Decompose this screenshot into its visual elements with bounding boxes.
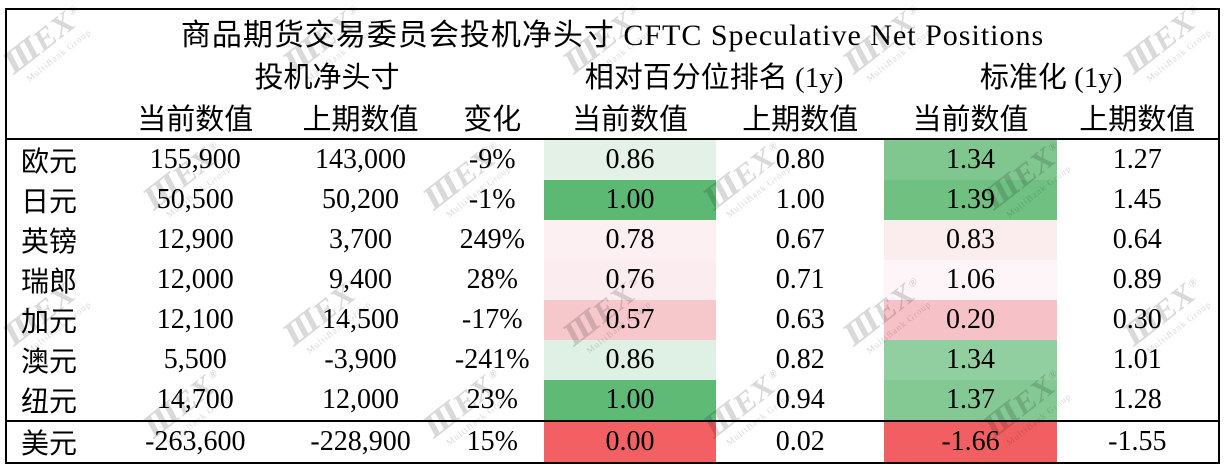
- pctl-current-cell: 0.76: [543, 260, 717, 300]
- table-row: 日元 50,500 50,200 -1% 1.00 1.00 1.39 1.45: [6, 180, 1219, 220]
- currency-label: 纽元: [21, 387, 78, 418]
- pctl-current-cell: 1.00: [543, 380, 717, 421]
- pctl-previous-cell: 0.82: [775, 344, 825, 375]
- std-previous-cell: 1.45: [1112, 184, 1162, 215]
- colhead-std-current: 当前数值: [884, 96, 1057, 140]
- table-row: 澳元 5,500 -3,900 -241% 0.86 0.82 1.34 1.0…: [6, 340, 1219, 380]
- spec-previous-cell: 14,500: [322, 304, 400, 335]
- change-cell: -241%: [454, 344, 530, 375]
- currency-label: 澳元: [21, 347, 78, 378]
- currency-label: 美元: [6, 420, 111, 463]
- pctl-current-cell: 0.86: [543, 139, 717, 180]
- colhead-pctl-previous: 上期数值: [716, 96, 885, 140]
- spec-current-cell: 12,000: [156, 264, 234, 295]
- cftc-positions-table: 商品期货交易委员会投机净头寸 CFTC Speculative Net Posi…: [5, 8, 1220, 464]
- change-cell: 23%: [466, 384, 518, 415]
- std-previous-cell: 1.27: [1112, 144, 1162, 175]
- std-previous-cell: -1.55: [1056, 420, 1219, 463]
- std-previous-cell: 1.28: [1112, 384, 1162, 415]
- std-current-cell: 1.39: [884, 180, 1057, 220]
- currency-label: 英镑: [21, 227, 78, 258]
- change-cell: -17%: [461, 304, 523, 335]
- table-row: 欧元 155,900 143,000 -9% 0.86 0.80 1.34 1.…: [6, 139, 1219, 180]
- change-cell: -9%: [468, 144, 516, 175]
- spec-current-cell: -263,600: [110, 420, 281, 463]
- change-cell: 249%: [459, 224, 525, 255]
- std-previous-cell: 0.64: [1112, 224, 1162, 255]
- pctl-previous-cell: 0.94: [775, 384, 825, 415]
- spec-previous-cell: 3,700: [329, 224, 393, 255]
- std-current-cell: 1.06: [884, 260, 1057, 300]
- group-header-spacer: [6, 54, 110, 96]
- table-row: 加元 12,100 14,500 -17% 0.57 0.63 0.20 0.3…: [6, 300, 1219, 340]
- spec-current-cell: 5,500: [163, 344, 227, 375]
- spec-previous-cell: -228,900: [280, 420, 441, 463]
- currency-label: 日元: [21, 187, 78, 218]
- spec-previous-cell: -3,900: [324, 344, 397, 375]
- table-row: 纽元 14,700 12,000 23% 1.00 0.94 1.37 1.28: [6, 380, 1219, 421]
- change-cell: 15%: [440, 420, 544, 463]
- pctl-previous-cell: 0.71: [775, 264, 825, 295]
- table-row: 美元 -263,600 -228,900 15% 0.00 0.02 -1.66…: [6, 420, 1219, 463]
- std-current-cell: 1.37: [884, 380, 1057, 421]
- pctl-previous-cell: 0.80: [775, 144, 825, 175]
- currency-label: 瑞郎: [21, 267, 78, 298]
- std-current-cell: 0.20: [884, 300, 1057, 340]
- table-row: 英镑 12,900 3,700 249% 0.78 0.67 0.83 0.64: [6, 220, 1219, 260]
- colhead-change: 变化: [440, 96, 544, 140]
- colhead-std-previous: 上期数值: [1056, 96, 1219, 140]
- std-previous-cell: 1.01: [1112, 344, 1162, 375]
- spec-previous-cell: 12,000: [322, 384, 400, 415]
- spec-current-cell: 12,900: [156, 224, 234, 255]
- group-header-standardized: 标准化 (1y): [979, 62, 1123, 94]
- pctl-previous-cell: 0.63: [775, 304, 825, 335]
- table-row: 瑞郎 12,000 9,400 28% 0.76 0.71 1.06 0.89: [6, 260, 1219, 300]
- std-current-cell: 0.83: [884, 220, 1057, 260]
- pctl-previous-cell: 0.67: [775, 224, 825, 255]
- spec-previous-cell: 9,400: [329, 264, 393, 295]
- pctl-current-cell: 0.00: [543, 420, 717, 463]
- colhead-pctl-current: 当前数值: [543, 96, 717, 140]
- colhead-spacer: [6, 96, 111, 140]
- spec-current-cell: 12,100: [156, 304, 234, 335]
- change-cell: 28%: [466, 264, 518, 295]
- pctl-current-cell: 0.57: [543, 300, 717, 340]
- group-header-speculative: 投机净头寸: [254, 62, 400, 94]
- pctl-current-cell: 0.78: [543, 220, 717, 260]
- pctl-current-cell: 0.86: [543, 340, 717, 380]
- spec-previous-cell: 143,000: [315, 144, 407, 175]
- pctl-previous-cell: 0.02: [716, 420, 885, 463]
- std-current-cell: -1.66: [884, 420, 1057, 463]
- std-previous-cell: 0.89: [1112, 264, 1162, 295]
- pctl-current-cell: 1.00: [543, 180, 717, 220]
- std-previous-cell: 0.30: [1112, 304, 1162, 335]
- spec-current-cell: 14,700: [156, 384, 234, 415]
- std-current-cell: 1.34: [884, 340, 1057, 380]
- colhead-spec-current: 当前数值: [110, 96, 281, 140]
- change-cell: -1%: [468, 184, 516, 215]
- group-header-percentile: 相对百分位排名 (1y): [584, 62, 844, 94]
- currency-label: 欧元: [21, 147, 78, 178]
- spec-previous-cell: 50,200: [322, 184, 400, 215]
- table-title: 商品期货交易委员会投机净头寸 CFTC Speculative Net Posi…: [180, 19, 1045, 52]
- colhead-spec-previous: 上期数值: [280, 96, 441, 140]
- pctl-previous-cell: 1.00: [775, 184, 825, 215]
- currency-label: 加元: [21, 307, 78, 338]
- spec-current-cell: 50,500: [156, 184, 234, 215]
- std-current-cell: 1.34: [884, 139, 1057, 180]
- spec-current-cell: 155,900: [149, 144, 241, 175]
